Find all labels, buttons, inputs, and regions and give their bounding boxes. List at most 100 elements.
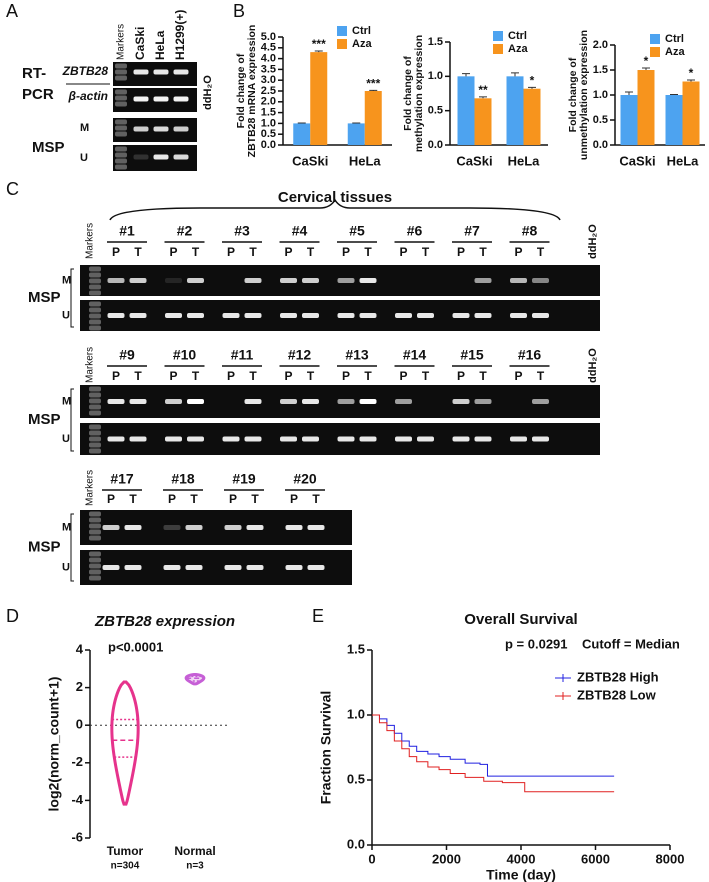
gel-band bbox=[532, 313, 549, 318]
gel-band bbox=[452, 399, 470, 404]
violin bbox=[110, 680, 140, 806]
row-label: U bbox=[62, 309, 70, 321]
gel-band bbox=[89, 284, 101, 290]
legend-swatch bbox=[337, 39, 347, 49]
gel-band bbox=[107, 278, 125, 283]
gel-band bbox=[510, 436, 527, 442]
lane-label: CaSki bbox=[133, 27, 147, 60]
lane-label: T bbox=[537, 245, 545, 259]
lane-label: T bbox=[134, 369, 142, 383]
error-bar bbox=[642, 67, 650, 70]
lane-label: P bbox=[457, 369, 465, 383]
lane-label: P bbox=[457, 245, 465, 259]
y-tick-label: 1.5 bbox=[428, 36, 443, 48]
lane-label: P bbox=[227, 245, 235, 259]
lane-label: Markers bbox=[85, 223, 96, 259]
y-axis-label: log2(norm_count+1) bbox=[46, 677, 62, 812]
gel-band bbox=[89, 557, 101, 563]
sample-label: #15 bbox=[460, 347, 484, 363]
significance-label: * bbox=[689, 66, 694, 80]
gel-band bbox=[187, 399, 204, 404]
row-label: M bbox=[62, 395, 71, 407]
gel-band bbox=[302, 436, 319, 442]
error-bar bbox=[314, 50, 323, 53]
y-tick-label: 2.0 bbox=[593, 39, 608, 51]
lane-label: T bbox=[129, 492, 137, 506]
y-tick-label: 2.0 bbox=[261, 96, 276, 108]
gel-band bbox=[107, 436, 125, 442]
gel-band bbox=[185, 525, 203, 530]
lane-label: P bbox=[284, 369, 292, 383]
error-bar bbox=[528, 86, 536, 89]
gel-band bbox=[246, 525, 264, 530]
gel-band bbox=[153, 126, 169, 132]
panel-letter: A bbox=[6, 1, 18, 21]
gel-band bbox=[89, 266, 101, 272]
annotation: p = 0.0291 bbox=[505, 636, 568, 651]
gel-band bbox=[173, 154, 189, 160]
gel-band bbox=[280, 278, 297, 283]
gel-band bbox=[115, 101, 127, 107]
gel-band bbox=[280, 313, 297, 318]
panel-letter: B bbox=[233, 1, 245, 21]
lane-label: P bbox=[229, 492, 237, 506]
gel-band bbox=[165, 313, 182, 318]
gel-band bbox=[337, 399, 355, 404]
gel-band bbox=[124, 525, 142, 530]
legend-swatch bbox=[493, 44, 503, 54]
gel-band bbox=[417, 313, 434, 318]
gel-band bbox=[89, 442, 101, 448]
error-bar bbox=[462, 73, 470, 77]
gene-label: β-actin bbox=[68, 89, 108, 103]
gel-band bbox=[187, 278, 204, 283]
gel-band bbox=[102, 565, 120, 570]
gel-band bbox=[510, 313, 527, 318]
gel-band bbox=[89, 511, 101, 517]
section-title: Cervical tissues bbox=[278, 189, 392, 206]
x-tick-label: 8000 bbox=[656, 851, 685, 866]
y-tick-label: 4 bbox=[76, 641, 84, 656]
y-tick-label: 0.0 bbox=[593, 139, 608, 151]
bracket bbox=[70, 388, 74, 452]
gel-band bbox=[173, 126, 189, 132]
y-axis-label: ZBTB28 mRNA expression bbox=[246, 25, 258, 158]
gel-band bbox=[89, 398, 101, 404]
lane-label: P bbox=[112, 369, 120, 383]
y-tick-label: 1.5 bbox=[261, 107, 276, 119]
panel-letter: D bbox=[6, 606, 19, 626]
gel-band bbox=[115, 158, 127, 164]
legend-swatch bbox=[555, 674, 571, 682]
x-tick-label: 4000 bbox=[507, 851, 536, 866]
significance-label: ** bbox=[478, 83, 488, 97]
y-tick-label: 5.0 bbox=[261, 31, 276, 43]
lane-label: P bbox=[169, 369, 177, 383]
lane-label: P bbox=[514, 245, 522, 259]
gel-band bbox=[395, 436, 412, 442]
lane-label: T bbox=[422, 369, 430, 383]
sample-label: #3 bbox=[234, 223, 250, 239]
sample-label: #19 bbox=[232, 471, 256, 487]
gel-band bbox=[307, 525, 325, 530]
bracket bbox=[70, 268, 74, 328]
panel-letter: E bbox=[312, 606, 324, 626]
gel-band bbox=[107, 399, 125, 404]
x-tick-label: 0 bbox=[368, 851, 375, 866]
gel-band bbox=[115, 119, 127, 125]
bar bbox=[682, 81, 700, 145]
y-tick-label: 0.5 bbox=[347, 771, 365, 786]
sample-label: #5 bbox=[349, 223, 365, 239]
y-tick-label: 4.0 bbox=[261, 53, 276, 65]
significance-label: *** bbox=[366, 77, 380, 91]
gel-band bbox=[115, 89, 127, 95]
lane-label: T bbox=[307, 369, 315, 383]
gel-band bbox=[246, 565, 264, 570]
y-tick-label: -4 bbox=[71, 792, 83, 807]
lane-label: T bbox=[422, 245, 430, 259]
lane-label: P bbox=[107, 492, 115, 506]
method-label: MSP bbox=[28, 289, 61, 306]
gel-band bbox=[302, 399, 319, 404]
gel-band bbox=[89, 278, 101, 284]
gel-band bbox=[115, 95, 127, 101]
bar bbox=[665, 95, 683, 145]
lane-label: ddH₂O bbox=[587, 224, 599, 259]
